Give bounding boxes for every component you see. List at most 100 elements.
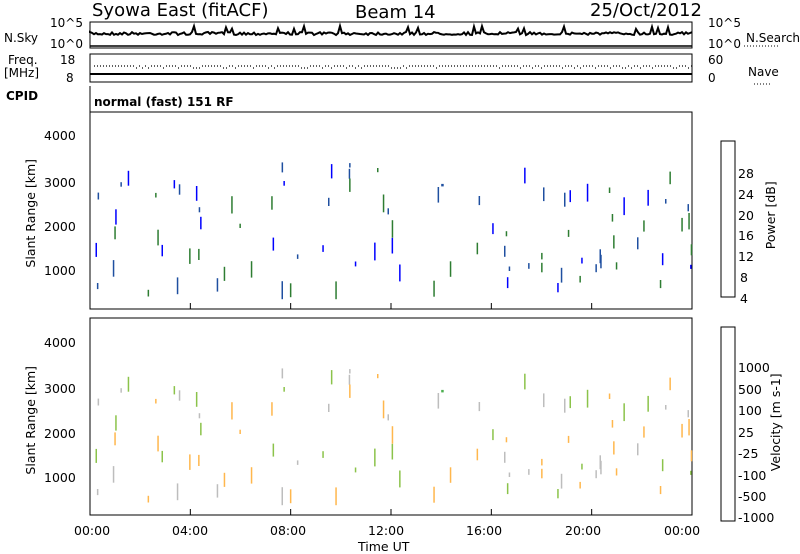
vel-streak-34 <box>687 410 689 418</box>
freq-label: Freq. <box>8 53 38 67</box>
vel-streak-78 <box>173 386 176 395</box>
power-streak-37 <box>387 208 389 215</box>
velocity-panel-frame <box>89 317 693 516</box>
power-streak-48 <box>95 242 97 257</box>
power-streak-30 <box>322 245 324 252</box>
vel-streak-55 <box>600 460 602 475</box>
power-cbar-tick-16: 16 <box>738 228 754 243</box>
vel-streak-29 <box>508 472 511 477</box>
vel-streak-23 <box>690 450 693 462</box>
power-streak-15 <box>178 184 181 195</box>
cpid-value: normal (fast) 151 RF <box>94 95 234 109</box>
vel-streak-1 <box>586 389 589 408</box>
power-streak-7 <box>637 237 639 250</box>
nsearch-label: N.Search <box>746 31 800 45</box>
vel-streak-85 <box>374 448 376 467</box>
vel-streak-11 <box>391 426 394 444</box>
power-streak-25 <box>281 162 284 173</box>
power-streak-81 <box>478 196 481 206</box>
power-streak-63 <box>349 178 351 192</box>
power-streak-10 <box>567 229 570 237</box>
vel-streak-49 <box>524 373 526 390</box>
vel-streak-5 <box>147 495 150 503</box>
power-streak-52 <box>328 197 330 206</box>
vel-streak-9 <box>541 468 543 479</box>
power-cbar-tick-20: 20 <box>738 208 754 223</box>
velocity-ytick-2000: 2000 <box>44 426 76 441</box>
power-streak-86 <box>223 266 226 281</box>
power-streak-5 <box>147 289 150 297</box>
vel-streak-30 <box>322 451 324 458</box>
nsearch-tick-top: 10^5 <box>708 16 741 30</box>
cpid-label: CPID <box>6 89 39 103</box>
nsky-panel-frame <box>89 21 693 49</box>
power-streak-23 <box>690 244 693 256</box>
vel-streak-14 <box>564 398 566 413</box>
power-streak-82 <box>579 275 581 283</box>
vel-cbar-tick-n500: -500 <box>738 489 767 504</box>
vel-streak-51 <box>504 451 506 463</box>
vel-streak-26 <box>348 374 351 385</box>
vel-streak-69 <box>492 429 494 441</box>
power-streak-78 <box>173 180 176 189</box>
power-streak-28 <box>659 280 662 289</box>
power-streak-31 <box>161 244 163 257</box>
power-streak-40 <box>476 242 479 255</box>
power-cbar-tick-12: 12 <box>738 249 754 264</box>
power-streak-39 <box>354 261 357 267</box>
velocity-ytick-3000: 3000 <box>44 381 76 396</box>
vel-streak-28 <box>659 486 662 495</box>
vel-cbar-tick-n1000: -1000 <box>738 510 775 525</box>
vel-streak-37 <box>387 414 389 421</box>
vel-streak-60 <box>382 400 385 419</box>
freq-dots <box>94 65 692 69</box>
power-streak-87 <box>449 261 452 277</box>
power-streak-88 <box>665 199 667 204</box>
power-cell-0 <box>441 183 444 187</box>
power-streak-76 <box>176 277 179 295</box>
power-streak-2 <box>543 187 545 202</box>
power-streak-57 <box>433 280 435 297</box>
power-streak-22 <box>681 217 683 232</box>
power-streak-62 <box>96 283 99 290</box>
vel-streak-64 <box>615 468 618 476</box>
power-streak-14 <box>564 192 566 207</box>
station-title: Syowa East (fitACF) <box>92 0 269 21</box>
power-streak-45 <box>157 229 159 246</box>
power-cbar-tick-28: 28 <box>738 166 754 181</box>
vel-streak-65 <box>127 376 130 392</box>
power-streak-83 <box>115 209 117 225</box>
vel-streak-15 <box>178 390 181 401</box>
vel-streak-18 <box>112 466 115 483</box>
vel-streak-70 <box>560 473 563 489</box>
vel-streak-83 <box>115 415 117 431</box>
freq-unit-label: [MHz] <box>4 66 40 80</box>
power-streak-84 <box>271 196 273 210</box>
vel-streak-13 <box>189 454 191 470</box>
vel-streak-6 <box>391 443 394 460</box>
power-ytick-2000: 2000 <box>44 219 76 234</box>
power-streak-69 <box>492 223 494 235</box>
power-streak-77 <box>595 264 597 273</box>
xtick-0000: 00:00 <box>74 523 111 538</box>
vel-streak-35 <box>647 395 649 412</box>
vel-streak-25 <box>281 368 284 379</box>
power-streak-47 <box>437 187 440 203</box>
vel-streak-89 <box>569 396 571 409</box>
power-streak-46 <box>581 257 583 264</box>
vel-streak-45 <box>157 435 159 452</box>
vel-streak-72 <box>120 388 122 393</box>
vel-streak-3 <box>623 403 625 422</box>
power-streak-85 <box>374 242 376 261</box>
vel-streak-36 <box>296 460 299 465</box>
power-streak-17 <box>688 213 690 230</box>
vel-cbar-tick-100: 100 <box>738 403 762 418</box>
nsearch-tick-bottom: 10^0 <box>708 37 741 51</box>
vel-streak-24 <box>330 370 333 385</box>
power-streak-75 <box>231 196 233 214</box>
vel-streak-31 <box>161 450 163 463</box>
freq-tick-bottom: 8 <box>66 71 74 85</box>
vel-streak-8 <box>250 467 253 484</box>
vel-streak-47 <box>437 393 440 409</box>
